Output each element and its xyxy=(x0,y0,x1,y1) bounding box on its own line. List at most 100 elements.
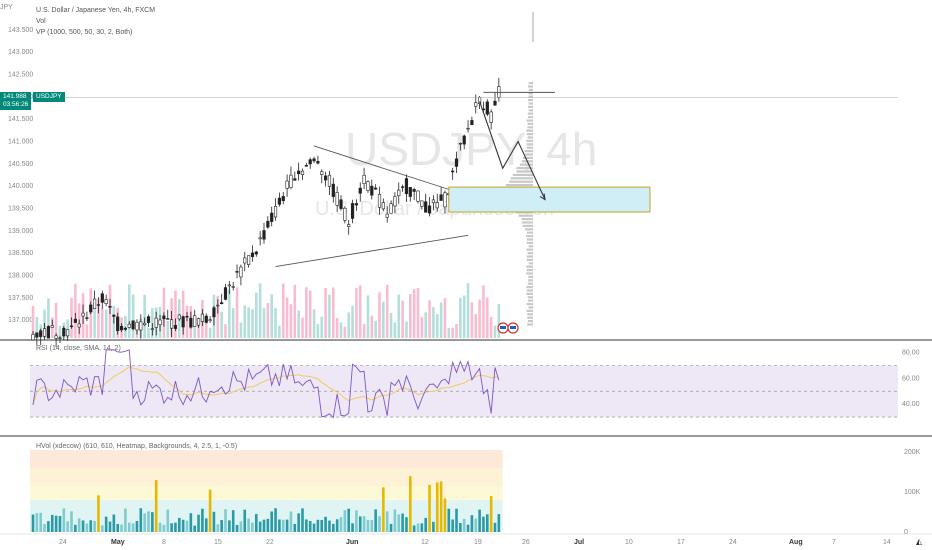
volume-bar xyxy=(147,327,150,338)
candle-body xyxy=(81,312,85,317)
volume-profile-bar xyxy=(522,156,533,159)
hvol-bar xyxy=(139,508,143,532)
volume-bar xyxy=(332,287,335,338)
hvol-bar xyxy=(204,518,208,532)
candle-body xyxy=(273,206,278,218)
hvol-bar xyxy=(435,482,439,532)
candle-body xyxy=(62,327,66,337)
volume-profile-bar xyxy=(526,139,533,142)
candle-body xyxy=(385,213,389,218)
candle-body xyxy=(200,313,205,322)
volume-bar xyxy=(104,309,108,338)
volume-profile-bar xyxy=(526,129,533,132)
candle-body xyxy=(39,330,43,337)
volume-bar xyxy=(127,284,131,338)
symbol-tag: USDJPY xyxy=(33,92,65,102)
candle-body xyxy=(173,325,178,329)
hvol-bar xyxy=(420,523,424,532)
hvol-bar xyxy=(50,514,54,532)
time-tick-label: 12 xyxy=(421,539,429,546)
candle-body xyxy=(451,170,455,173)
volume-bar xyxy=(374,320,377,338)
candle-body xyxy=(46,326,50,339)
hvol-bar xyxy=(439,481,443,532)
volume-bar xyxy=(328,294,331,338)
hvol-bar xyxy=(166,509,170,532)
volume-profile-bar xyxy=(526,255,533,258)
price-tick-label: 138.000 xyxy=(8,272,33,279)
hvol-bar xyxy=(301,508,304,532)
hvol-bar xyxy=(324,516,327,532)
candle-body xyxy=(443,192,447,208)
volume-bar xyxy=(224,324,227,338)
volume-bar xyxy=(239,322,243,338)
time-tick-label: Jul xyxy=(574,539,584,546)
hvol-bar xyxy=(39,512,42,532)
volume-bar xyxy=(101,307,104,338)
candle-body xyxy=(462,135,466,145)
candle-body xyxy=(108,306,112,308)
time-tick-label: 10 xyxy=(625,539,633,546)
price-tick-label: 143.500 xyxy=(8,27,33,34)
volume-bar xyxy=(382,301,385,338)
candle-body xyxy=(96,304,101,306)
candle-body xyxy=(458,142,462,145)
volume-bar xyxy=(289,304,293,338)
volume-profile-bar xyxy=(518,214,533,217)
hvol-bar xyxy=(108,521,112,532)
candle-body xyxy=(389,203,393,214)
volume-bar xyxy=(270,294,273,338)
volume-bar xyxy=(482,285,485,338)
volume-bar xyxy=(335,317,339,338)
rsi-ma-line xyxy=(32,366,499,406)
candle-body xyxy=(212,307,216,318)
candle-body xyxy=(135,321,139,331)
candle-body xyxy=(454,158,459,167)
hvol-bar xyxy=(174,522,177,532)
us-flag-icon xyxy=(500,326,506,329)
volume-profile-bar xyxy=(527,112,533,115)
volume-bar xyxy=(339,322,343,338)
volume-profile-bar xyxy=(522,224,533,227)
volume-bar xyxy=(204,323,208,338)
hvol-bar xyxy=(251,522,254,532)
candle-body xyxy=(166,318,170,320)
candle-body xyxy=(358,187,362,194)
volume-bar xyxy=(297,310,300,338)
volume-bar xyxy=(266,303,270,338)
hvol-bar xyxy=(335,519,339,532)
hvol-bar xyxy=(81,520,85,532)
candle-body xyxy=(208,319,212,321)
volume-bar xyxy=(308,290,312,338)
candle-body xyxy=(493,100,497,106)
hvol-bar xyxy=(178,517,181,532)
hvol-bar xyxy=(378,516,381,532)
hvol-bar xyxy=(447,508,451,532)
time-tick-label: 14 xyxy=(883,539,891,546)
hvol-bar xyxy=(77,518,81,532)
rsi-tick-label: 60.00 xyxy=(902,375,920,382)
volume-bar xyxy=(243,305,247,338)
tradingview-logo-icon[interactable]: ◭ xyxy=(915,537,922,546)
volume-bar xyxy=(285,297,289,338)
rsi-tick-label: 80.00 xyxy=(902,349,920,356)
hvol-bar xyxy=(316,519,320,532)
price-tick-label: 137.000 xyxy=(8,317,33,324)
hvol-bar xyxy=(285,519,289,532)
volume-bar xyxy=(97,298,100,338)
volume-bar xyxy=(193,317,196,338)
volume-profile-bar xyxy=(526,309,533,312)
time-tick-label: 24 xyxy=(59,539,67,546)
volume-profile-bar xyxy=(526,235,533,238)
hvol-bar xyxy=(320,520,324,532)
hvol-bar xyxy=(101,525,104,532)
volume-profile-bar xyxy=(526,248,533,251)
time-tick-label: 19 xyxy=(474,539,482,546)
hvol-bar xyxy=(147,511,150,532)
candle-body xyxy=(170,319,174,329)
hvol-bar xyxy=(389,523,393,532)
hvol-bar xyxy=(474,518,478,532)
candle-body xyxy=(331,183,335,197)
